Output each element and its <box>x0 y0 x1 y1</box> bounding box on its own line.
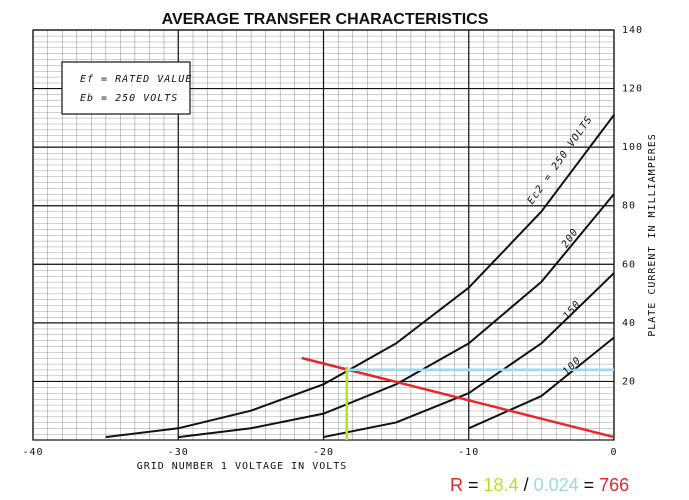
formula-part: 0.024 <box>534 475 579 495</box>
x-axis-label: GRID NUMBER 1 VOLTAGE IN VOLTS <box>137 461 348 472</box>
formula-part: = <box>468 475 479 495</box>
x-tick-label: -20 <box>313 447 334 458</box>
x-tick-label: 0 <box>610 447 617 458</box>
y-axis-label: PLATE CURRENT IN MILLIAMPERES <box>647 133 658 337</box>
formula: R = 18.4/0.024 = 766 <box>450 475 629 495</box>
curve <box>178 193 615 439</box>
annotation-line <box>301 356 615 439</box>
formula-part: = <box>584 475 595 495</box>
note-box <box>61 61 191 115</box>
x-tick-label: -40 <box>22 447 43 458</box>
y-tick-label: 60 <box>622 259 636 270</box>
y-tick-label: 100 <box>622 142 643 153</box>
formula-part: R <box>450 475 463 495</box>
note: Eb = 250 VOLTS <box>80 93 178 104</box>
chart-title: AVERAGE TRANSFER CHARACTERISTICS <box>162 11 489 28</box>
x-tick-label: -30 <box>168 447 189 458</box>
note: Ef = RATED VALUE <box>80 74 192 85</box>
formula-part: / <box>524 475 529 495</box>
y-tick-label: 120 <box>622 84 643 95</box>
x-tick-label: -10 <box>458 447 479 458</box>
curve <box>105 114 615 439</box>
y-tick-label: 80 <box>622 201 636 212</box>
y-tick-label: 20 <box>622 376 636 387</box>
formula-part: 18.4 <box>484 475 519 495</box>
curve <box>323 272 615 439</box>
formula-part: 766 <box>599 475 629 495</box>
y-tick-label: 40 <box>622 318 636 329</box>
curve <box>468 336 615 430</box>
y-tick-label: 140 <box>622 25 643 36</box>
